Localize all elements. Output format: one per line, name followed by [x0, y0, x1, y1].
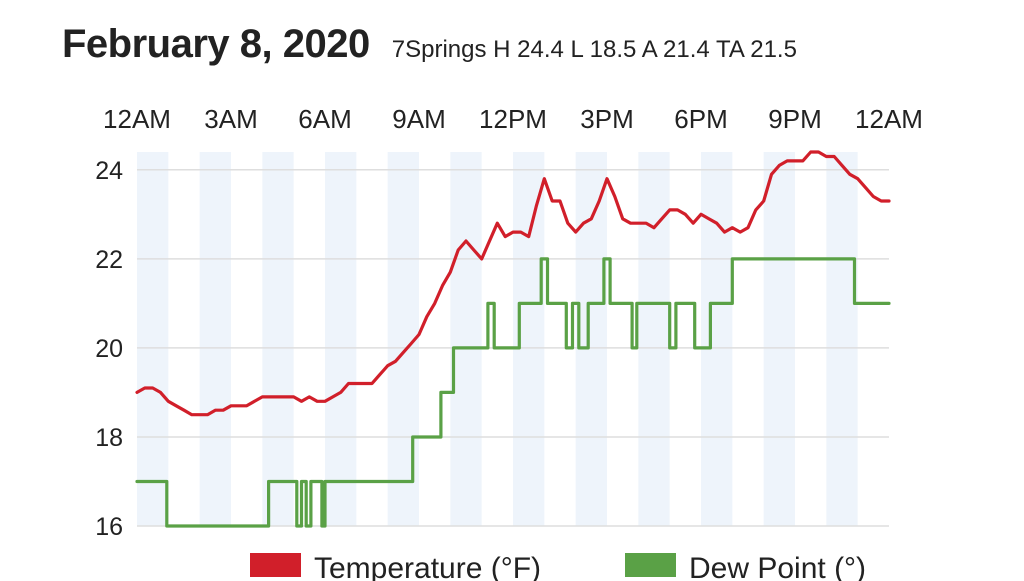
dew-point-line	[135, 257, 891, 528]
x-tick-label: 12PM	[479, 104, 547, 134]
legend-temperature-swatch	[250, 553, 301, 577]
x-tick-label: 12AM	[855, 104, 923, 134]
hour-bands	[137, 152, 858, 526]
date-title: February 8, 2020	[62, 22, 370, 66]
hour-band	[763, 152, 795, 526]
y-tick-label: 24	[95, 157, 123, 185]
x-tick-label: 3PM	[580, 104, 633, 134]
x-tick-label: 6AM	[298, 104, 351, 134]
legend-temperature-label: Temperature (°F)	[314, 552, 541, 581]
y-tick-label: 18	[95, 424, 123, 452]
x-tick-label: 9AM	[392, 104, 445, 134]
hour-band	[638, 152, 670, 526]
legend-dew-point-swatch	[625, 553, 676, 577]
chart-header: February 8, 2020 7Springs H 24.4 L 18.5 …	[62, 22, 797, 72]
y-axis-ticks: 16 18 20 22 24	[95, 157, 123, 541]
hour-band	[325, 152, 357, 526]
hour-band	[137, 152, 169, 526]
x-tick-label: 9PM	[768, 104, 821, 134]
hour-band	[575, 152, 607, 526]
x-tick-label: 3AM	[204, 104, 257, 134]
station-summary: 7Springs H 24.4 L 18.5 A 21.4 TA 21.5	[391, 36, 797, 63]
x-axis-ticks: 12AM 3AM 6AM 9AM 12PM 3PM 6PM 9PM 12AM	[103, 104, 923, 134]
series-lines	[135, 150, 891, 528]
x-tick-label: 12AM	[103, 104, 171, 134]
y-tick-label: 16	[95, 513, 123, 541]
x-tick-label: 6PM	[674, 104, 727, 134]
hour-band	[450, 152, 482, 526]
hour-band	[262, 152, 294, 526]
temperature-line	[135, 150, 891, 417]
legend: Temperature (°F) Dew Point (°)	[250, 552, 866, 581]
y-tick-label: 20	[95, 335, 123, 363]
legend-dew-point-label: Dew Point (°)	[689, 552, 866, 581]
hour-band	[826, 152, 858, 526]
hour-band	[701, 152, 733, 526]
y-tick-label: 22	[95, 246, 123, 274]
hour-band	[199, 152, 231, 526]
